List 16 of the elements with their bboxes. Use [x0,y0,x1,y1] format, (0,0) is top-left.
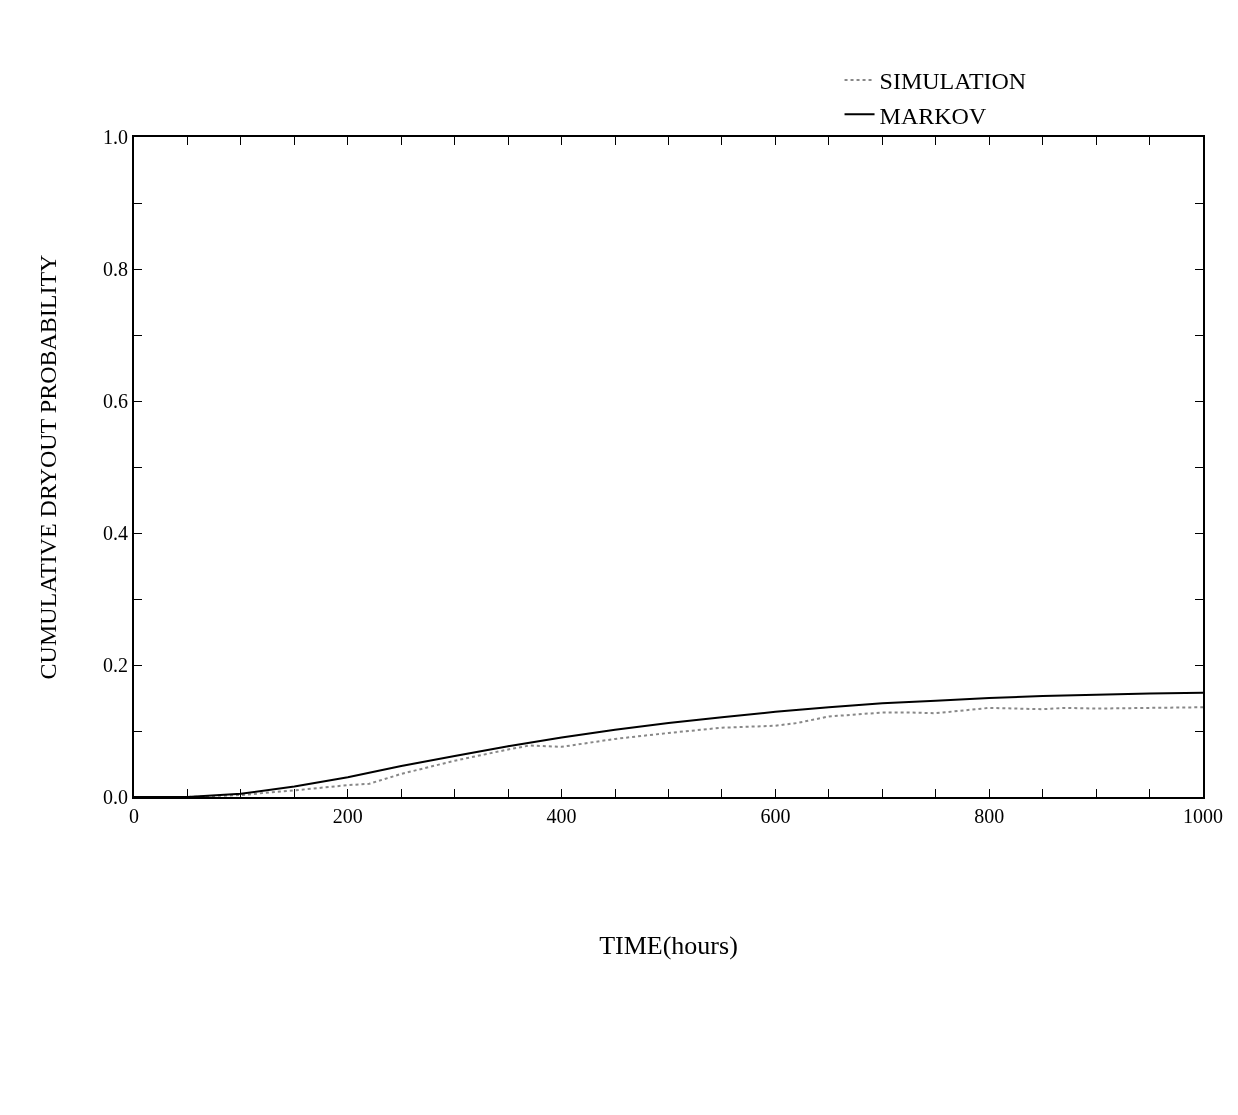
legend-label: SIMULATION [879,68,1027,95]
x-tick-label: 800 [974,805,1005,827]
y-tick-label: 0.2 [103,654,128,676]
x-tick-label: 400 [546,805,577,827]
y-tick-label: 0.4 [103,522,128,544]
y-axis-title: CUMULATIVE DRYOUT PROBABILITY [34,254,61,680]
legend-label: MARKOV [879,102,987,129]
x-tick-label: 200 [332,805,363,827]
x-axis-title: TIME(hours) [599,931,738,961]
y-tick-label: 0.6 [103,390,128,412]
x-tick-label: 600 [760,805,791,827]
y-tick-label: 0.8 [103,258,128,280]
x-tick-label: 1000 [1183,805,1223,827]
y-tick-label: 0.0 [103,786,128,808]
x-tick-label: 0 [129,805,139,827]
y-tick-label: 1.0 [103,126,128,148]
